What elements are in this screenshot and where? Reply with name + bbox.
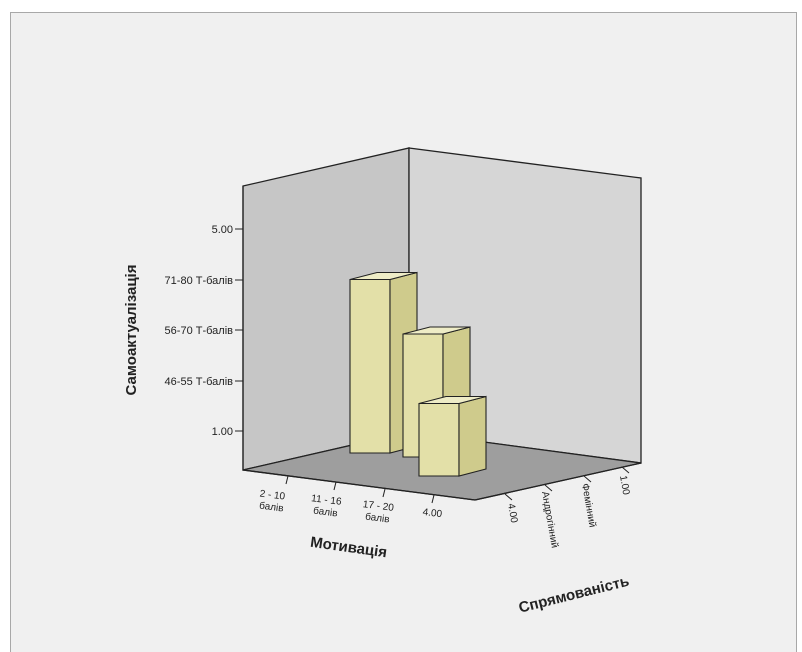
y-ticks: 1.00 46-55 Т-балів 56-70 Т-балів 71-80 Т… [165, 224, 243, 438]
z-tick-label: Фемінний [579, 483, 598, 529]
x-tick-label: 2 - 10 [259, 489, 286, 503]
y-tick-label: 46-55 Т-балів [165, 376, 234, 388]
y-tick-label: 56-70 Т-балів [165, 325, 234, 337]
y-tick-label: 71-80 Т-балів [165, 275, 234, 287]
x-axis-title: Мотивація [309, 534, 388, 562]
z-tick-label: Андрогінний [539, 491, 560, 549]
x-ticks: 2 - 10 балів 11 - 16 балів 17 - 20 балів… [259, 475, 443, 526]
bar-top [402, 326, 471, 335]
bar-side [458, 395, 487, 477]
bar-top [349, 271, 418, 281]
z-axis-line [474, 462, 642, 501]
x-tick-label: 4.00 [422, 507, 443, 520]
y-tick-label: 5.00 [212, 224, 233, 236]
bar-front [349, 278, 391, 454]
z-axis-title: Спрямованість [517, 573, 631, 617]
x-tick-label: балів [365, 511, 391, 526]
x-tick-label: 11 - 16 [311, 493, 343, 508]
z-tick-label: 4.00 [505, 503, 519, 525]
bars [349, 271, 487, 477]
y-tick-label: 1.00 [212, 426, 233, 438]
x-axis-line [242, 469, 476, 501]
y-axis-title: Самоактуалізація [123, 265, 140, 396]
bar-front [418, 402, 460, 477]
x-tick-label: 17 - 20 [362, 499, 395, 514]
bar-top [418, 395, 487, 405]
z-tick-label: 1.00 [617, 475, 631, 497]
x-tick-label: балів [313, 505, 339, 520]
x-tick-label: балів [259, 500, 285, 515]
